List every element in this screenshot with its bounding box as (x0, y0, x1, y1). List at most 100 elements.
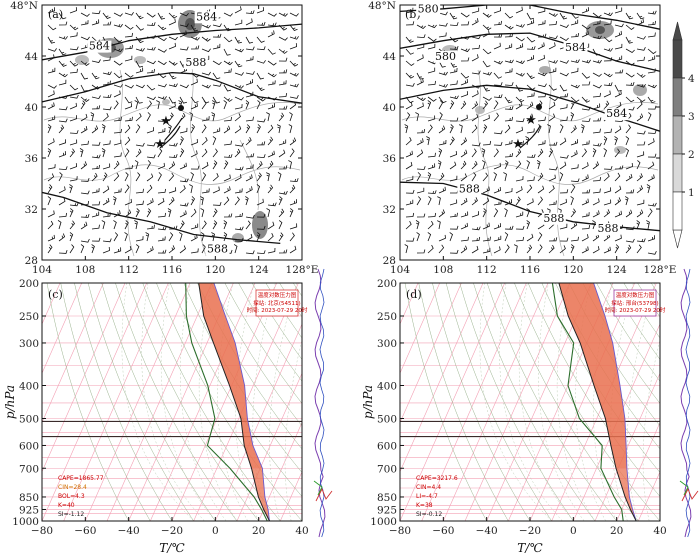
x-tick-label: 124 (607, 264, 627, 276)
wind-barb (245, 100, 250, 110)
wind-barb (570, 96, 580, 103)
wind-barb (625, 173, 633, 182)
wind-barb (256, 213, 266, 218)
wind-barb (471, 35, 481, 40)
wind-barb (515, 60, 525, 64)
isotherm (638, 471, 660, 521)
wind-barb (559, 12, 568, 20)
x-tick-label: 104 (390, 264, 410, 276)
wind-barb (482, 172, 489, 182)
wind-barb (146, 160, 151, 170)
wind-barb (437, 196, 441, 206)
wind-barb (157, 212, 166, 218)
wind-barb (625, 148, 629, 158)
wind-barb (471, 7, 480, 14)
wind-barb (223, 232, 228, 242)
wind-barb (135, 124, 141, 134)
wind-barb (647, 138, 655, 146)
wind-barb (471, 124, 478, 134)
wind-barb (69, 244, 75, 254)
wind-barb (245, 196, 249, 206)
contour-label-bg (183, 57, 208, 70)
wind-barb (278, 112, 285, 122)
wind-barb (245, 56, 254, 62)
wind-barb (427, 190, 437, 195)
isotherm (400, 283, 419, 325)
wind-barb (449, 80, 458, 86)
city-dot (178, 105, 184, 111)
wind-barb (91, 59, 101, 63)
wind-barb (603, 82, 613, 87)
temperature-line (558, 283, 637, 521)
wind-barb (570, 84, 580, 89)
wind-barb (91, 164, 100, 170)
colorbar-tick-label: 2 (688, 149, 695, 161)
wind-barb (267, 124, 274, 134)
wind-barb (525, 136, 530, 146)
wind-barb (201, 220, 207, 230)
wind-barb (405, 112, 411, 122)
wind-barb (449, 60, 458, 68)
wind-barb (559, 93, 569, 98)
wind-barb (278, 36, 288, 41)
wind-barb (91, 19, 100, 26)
wind-barb (102, 94, 112, 99)
wind-barb (570, 12, 579, 19)
wind-barb (471, 70, 481, 75)
wind-barb (234, 148, 241, 158)
wind-barb (526, 154, 536, 158)
wind-barb (80, 221, 88, 230)
wind-barb (91, 105, 101, 110)
wind-profile-line (313, 480, 323, 496)
wind-barb (146, 173, 154, 182)
wind-barb (276, 124, 281, 134)
wind-barb (515, 126, 523, 134)
x-tick-label: 112 (119, 264, 139, 276)
wind-barb (234, 166, 244, 171)
wind-barb (460, 72, 470, 79)
wind-barb (427, 115, 436, 122)
wind-barb (547, 124, 551, 134)
wind-barb (515, 148, 522, 158)
wind-barb (471, 44, 480, 50)
wind-barb (405, 83, 415, 87)
wind-barb (548, 244, 555, 254)
y-axis-label: p/hPa (361, 385, 375, 419)
wind-barb (113, 232, 119, 242)
wind-barb (234, 60, 243, 68)
wind-barb (548, 12, 558, 17)
wind-barb (460, 21, 470, 26)
wind-barb (80, 12, 90, 17)
wind-barb (438, 83, 448, 88)
dry-adiabat (459, 283, 574, 521)
wind-barb (614, 55, 623, 62)
wind-barb (80, 177, 90, 182)
colorbar-extension (672, 229, 683, 249)
wind-barb (278, 190, 288, 195)
wind-barb (636, 151, 645, 158)
wind-barb (438, 209, 445, 218)
wind-barb (113, 100, 119, 110)
wind-barb (537, 54, 545, 62)
dry-adiabat (541, 283, 660, 473)
dry-adiabat (128, 283, 259, 521)
wind-barb (460, 211, 469, 218)
wind-barb (625, 162, 633, 170)
dry-adiabat (500, 283, 639, 521)
wind-barb (416, 249, 426, 254)
isotherm (63, 283, 169, 521)
wind-barb (625, 36, 633, 44)
wind-barb (223, 196, 230, 206)
wind-barb (80, 140, 89, 146)
wind-barb (405, 21, 415, 26)
wind-barb (58, 12, 67, 20)
wind-barb (636, 141, 646, 146)
wind-barb (405, 137, 412, 146)
wind-barb (581, 118, 591, 122)
wind-barb (504, 12, 514, 19)
contour-line (400, 32, 660, 72)
title-box-line: 时间: 2023-07-29 20时 (605, 306, 666, 314)
wind-barb (559, 36, 569, 41)
colorbar-segment (672, 153, 683, 193)
